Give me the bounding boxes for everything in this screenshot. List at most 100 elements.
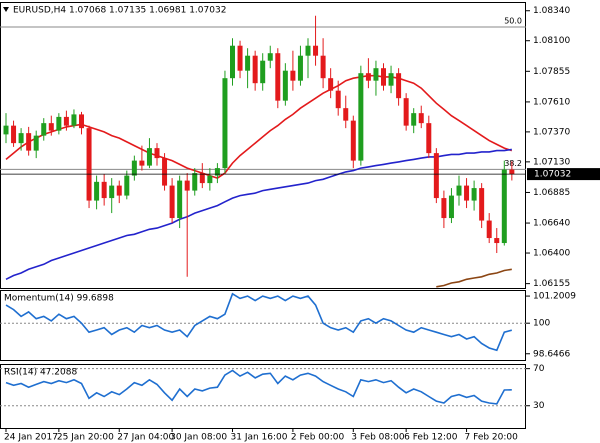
y-tick-label: 1.06640 [533, 219, 570, 229]
candle-body [456, 185, 462, 196]
candle-body [214, 168, 220, 176]
y-tick-label: 1.07130 [533, 157, 570, 167]
candle-body [448, 195, 454, 219]
candle-body [501, 169, 507, 244]
candle-body [418, 113, 424, 124]
candle-body [358, 73, 364, 161]
x-tick-label: 25 Jan 20:00 [57, 433, 114, 443]
candle-body [116, 185, 122, 196]
collapse-arrow[interactable] [3, 7, 9, 12]
candle-body [320, 55, 326, 79]
candle-body [343, 108, 349, 121]
indicator-line [5, 369, 512, 405]
candle-body [237, 45, 243, 71]
y-tick-label: 100 [533, 319, 550, 329]
candle-body [290, 70, 296, 81]
candle-body [86, 128, 92, 201]
indicator-line [5, 292, 513, 352]
candle-body [426, 123, 432, 154]
candle-body [494, 238, 500, 244]
candle-body [486, 220, 492, 239]
candle-body [63, 116, 69, 126]
x-tick-label: 6 Feb 12:00 [404, 433, 458, 443]
last-price-label: 1.07032 [534, 170, 571, 180]
candle-body [41, 123, 47, 136]
y-tick-label: 30 [533, 401, 545, 411]
pane-frame [0, 290, 526, 361]
candle-body [471, 188, 477, 201]
candle-body [373, 68, 379, 81]
candle-body [94, 181, 100, 201]
indicator-line [5, 74, 513, 179]
candle-body [441, 198, 447, 219]
candle-body [48, 123, 54, 131]
candle-body [184, 180, 190, 191]
candle-body [3, 125, 9, 135]
chart-title: EURUSD,H4 1.07068 1.07135 1.06981 1.0703… [13, 6, 226, 16]
candle-body [177, 180, 183, 219]
candle-body [101, 181, 107, 199]
candle-body [109, 185, 115, 199]
y-tick-label: 1.07370 [533, 127, 570, 137]
candle-body [131, 160, 137, 176]
y-tick-label: 101.2009 [533, 292, 576, 302]
candle-body [71, 114, 77, 126]
candle-body [230, 45, 235, 79]
y-tick-label: 1.06885 [533, 188, 570, 198]
candle-body [411, 113, 417, 126]
candle-body [222, 78, 228, 169]
indicator-line [436, 268, 512, 288]
candle-body [335, 90, 341, 109]
candle-body [162, 158, 168, 186]
candle-body [305, 45, 311, 56]
x-tick-label: 24 Jan 2017 [4, 433, 58, 443]
fib-level-label: 38.2 [504, 159, 522, 168]
candle-body [192, 173, 198, 191]
candle-body [479, 188, 485, 221]
candle-body [388, 73, 394, 86]
y-tick-label: 70 [533, 364, 545, 374]
pane-frame [0, 364, 526, 429]
x-tick-label: 30 Jan 08:00 [170, 433, 227, 443]
x-tick-label: 2 Feb 00:00 [291, 433, 345, 443]
candle-body [350, 120, 356, 161]
y-tick-label: 1.08340 [533, 6, 570, 16]
fib-level-label: 50.0 [504, 16, 522, 25]
candle-body [328, 78, 334, 91]
candle-body [139, 160, 145, 166]
candle-body [154, 148, 160, 159]
indicator-title: RSI(14) 47.2088 [4, 368, 77, 378]
candle-body [18, 133, 24, 144]
x-tick-label: 27 Jan 04:00 [117, 433, 174, 443]
candle-body [313, 45, 319, 56]
candle-body [169, 185, 175, 219]
candle-body [260, 60, 266, 84]
candle-body [464, 185, 470, 201]
candle-body [381, 68, 386, 86]
candle-body [433, 153, 439, 199]
candle-body [297, 55, 303, 81]
candle-body [124, 175, 130, 196]
candle-body [33, 135, 39, 151]
candle-body [26, 133, 32, 151]
y-tick-label: 1.06400 [533, 249, 570, 259]
candle-body [11, 125, 17, 144]
indicator-line [5, 148, 512, 281]
y-tick-label: 1.08100 [533, 36, 570, 46]
candle-body [56, 116, 62, 131]
y-tick-label: 98.6466 [533, 349, 570, 359]
candle-body [275, 53, 281, 101]
pane-frame [0, 2, 526, 289]
x-tick-label: 3 Feb 08:00 [351, 433, 405, 443]
candle-body [207, 175, 213, 184]
candle-body [199, 173, 205, 184]
y-tick-label: 1.06155 [533, 279, 570, 289]
candle-body [267, 53, 273, 61]
y-tick-label: 1.07855 [533, 67, 570, 77]
candle-body [245, 55, 251, 71]
candle-body [403, 98, 409, 126]
x-tick-label: 7 Feb 20:00 [465, 433, 519, 443]
candle-body [396, 73, 402, 99]
candle-body [146, 148, 152, 166]
x-tick-label: 31 Jan 16:00 [231, 433, 288, 443]
